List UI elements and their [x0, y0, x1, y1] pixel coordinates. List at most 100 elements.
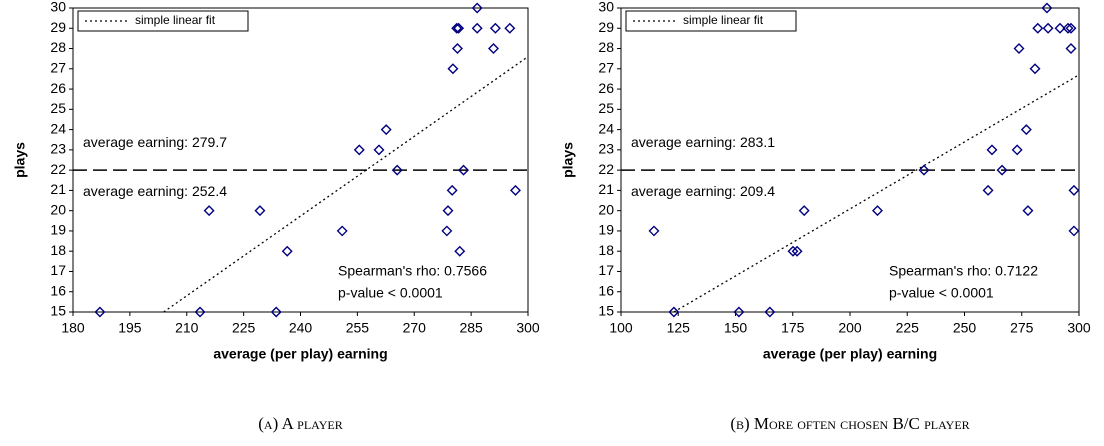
point: [798, 205, 810, 217]
x-tick-label: 240: [289, 320, 313, 336]
point: [733, 306, 745, 318]
x-axis-label: average (per play) earning: [763, 346, 937, 362]
point: [373, 144, 385, 156]
point: [504, 22, 516, 34]
y-tick-label: 25: [50, 100, 66, 116]
y-tick-label: 21: [50, 181, 66, 197]
point: [203, 205, 215, 217]
point: [982, 184, 994, 196]
point: [509, 184, 521, 196]
point: [1068, 225, 1080, 237]
annotation: Spearman's rho: 0.7122: [889, 263, 1038, 279]
y-tick-label: 22: [50, 161, 66, 177]
x-tick-label: 150: [724, 320, 748, 336]
y-tick-label: 25: [598, 100, 614, 116]
y-tick-label: 24: [598, 120, 614, 136]
y-tick-label: 24: [50, 120, 66, 136]
point: [1022, 205, 1034, 217]
point: [336, 225, 348, 237]
annotation: average earning: 209.4: [631, 183, 775, 199]
y-tick-label: 30: [50, 0, 66, 15]
y-tick-label: 27: [598, 60, 614, 76]
y-tick-label: 28: [50, 39, 66, 55]
point: [270, 306, 282, 318]
point: [1029, 63, 1041, 75]
x-tick-label: 210: [175, 320, 199, 336]
point: [446, 184, 458, 196]
y-tick-label: 16: [598, 282, 614, 298]
x-tick-label: 125: [667, 320, 691, 336]
fit-line: [163, 56, 529, 313]
point: [1062, 22, 1074, 34]
x-tick-label: 225: [232, 320, 256, 336]
x-tick-label: 100: [609, 320, 633, 336]
y-axis-label: plays: [12, 142, 28, 178]
point: [1013, 43, 1025, 55]
point: [787, 245, 799, 257]
point: [391, 164, 403, 176]
y-tick-label: 19: [50, 222, 66, 238]
x-tick-label: 195: [118, 320, 142, 336]
y-tick-label: 29: [50, 19, 66, 35]
point: [451, 22, 463, 34]
x-axis-label: average (per play) earning: [213, 346, 387, 362]
y-tick-label: 20: [50, 201, 66, 217]
x-tick-label: 255: [346, 320, 370, 336]
x-tick-label: 180: [61, 320, 85, 336]
point: [453, 22, 465, 34]
x-tick-label: 175: [781, 320, 805, 336]
point: [668, 306, 680, 318]
y-tick-label: 29: [598, 19, 614, 35]
point: [458, 164, 470, 176]
caption: (a) A player: [258, 414, 342, 433]
point: [254, 205, 266, 217]
annotation: p-value < 0.0001: [889, 285, 994, 301]
y-tick-label: 20: [598, 201, 614, 217]
y-tick-label: 23: [598, 141, 614, 157]
y-tick-label: 28: [598, 39, 614, 55]
y-tick-label: 23: [50, 141, 66, 157]
y-tick-label: 22: [598, 161, 614, 177]
point: [1042, 22, 1054, 34]
x-tick-label: 250: [953, 320, 977, 336]
y-tick-label: 21: [598, 181, 614, 197]
point: [489, 22, 501, 34]
point: [996, 164, 1008, 176]
y-tick-label: 18: [50, 242, 66, 258]
point: [1011, 144, 1023, 156]
point: [94, 306, 106, 318]
point: [454, 245, 466, 257]
plot-area: [620, 7, 1080, 313]
point: [353, 144, 365, 156]
x-tick-label: 300: [516, 320, 540, 336]
point: [1068, 184, 1080, 196]
point: [1065, 43, 1077, 55]
point: [194, 306, 206, 318]
y-tick-label: 27: [50, 60, 66, 76]
point: [488, 43, 499, 55]
point: [447, 63, 459, 75]
x-tick-label: 270: [403, 320, 427, 336]
y-axis-label: plays: [560, 142, 576, 178]
legend-box: [77, 10, 249, 32]
legend-label: simple linear fit: [135, 13, 216, 27]
y-tick-label: 15: [50, 303, 66, 319]
fit-line: [673, 74, 1080, 313]
point: [986, 144, 998, 156]
point: [1041, 2, 1053, 14]
plot-area: [72, 7, 529, 313]
y-tick-label: 30: [598, 0, 614, 15]
y-tick-label: 19: [598, 222, 614, 238]
point: [1020, 124, 1032, 136]
legend-label: simple linear fit: [683, 13, 764, 27]
point: [871, 205, 883, 217]
y-tick-label: 17: [598, 262, 614, 278]
x-tick-label: 225: [896, 320, 920, 336]
point: [442, 205, 454, 217]
annotation: average earning: 252.4: [83, 183, 227, 199]
annotation: average earning: 279.7: [83, 134, 227, 150]
y-tick-label: 16: [50, 282, 66, 298]
point: [281, 245, 293, 257]
x-tick-label: 200: [838, 320, 862, 336]
point: [471, 2, 483, 14]
